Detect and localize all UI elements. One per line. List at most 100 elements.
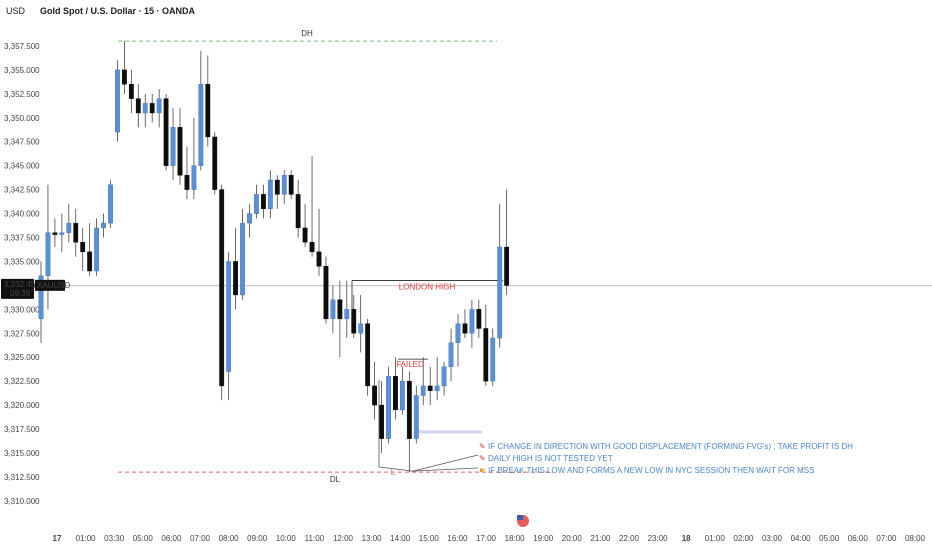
annotation-layer [378,380,479,472]
candle-body [400,380,405,411]
y-tick-label: 3,330.000 [4,305,40,314]
candle-body [170,127,176,166]
candle-body [135,98,141,114]
current-price-tag: 3,332.450 09:39 [1,278,40,299]
candle-body [302,227,308,243]
candle-body [254,194,259,214]
x-tick-label: 11:00 [305,534,325,543]
x-tick-label: 13:00 [362,534,383,543]
y-tick-label: 3,357.500 [4,42,40,51]
candle-body [233,261,238,296]
candle-body [73,222,79,243]
x-tick-label: 16:00 [447,534,468,543]
y-tick-label: 3,317.500 [4,425,40,434]
candle-body [184,175,190,190]
candle-body [52,232,58,235]
candle-body [177,127,183,176]
candle-body [455,323,461,344]
candle-body [267,179,273,209]
x-tick-label: 19:00 [533,534,554,543]
candle-body [156,98,162,114]
x-tick-label: 12:00 [333,534,354,543]
candle-body [386,376,391,439]
candle-body [198,84,204,166]
y-tick-label: 3,310.000 [4,497,40,506]
candle-body [497,246,503,339]
low-marker-label: L [391,468,396,477]
x-tick-label: 17:00 [476,534,497,543]
candle-body [448,342,454,367]
candle-body [462,323,468,334]
candle-body [128,84,134,99]
candle-body [288,175,294,195]
hand-pointing-icon: ☛ [479,466,486,475]
candle-body [163,98,169,166]
note-2-text: DAILY HIGH IS NOT TESTED YET [488,454,613,463]
symbol-tag-text: XAUUSD [37,281,71,290]
price-tag-countdown: 09:39 [10,289,31,298]
y-tick-label: 3,347.500 [4,138,40,147]
note-3: ☛ IF BREAK THIS LOW AND FORMS A NEW LOW … [479,466,814,475]
candle-body [379,404,384,439]
candle-body [149,103,155,114]
x-tick-label: 02:00 [733,534,754,543]
candle-body [406,380,412,439]
x-tick-label: 20:00 [562,534,583,543]
candle-body [247,213,252,224]
x-tick-label: 05:00 [133,534,154,543]
time-axis[interactable]: 17 01:00 03:30 05:00 06:00 07:00 08:00 09:00 10:… [53,534,926,543]
candle-body [191,165,197,190]
candle-body [490,337,496,382]
candle-body [212,136,218,190]
london-high-label: LONDON HIGH [399,283,456,292]
candle-body [108,184,113,224]
candle-body [504,246,510,286]
price-tag-price: 3,332.450 [4,280,40,289]
candle-body [101,222,106,229]
candle-body [219,189,225,387]
candle-body [413,395,419,439]
fvg-zone [416,430,482,434]
candle-body [59,232,65,235]
us-flag-icon[interactable] [517,515,529,527]
chart-title: Gold Spot / U.S. Dollar · 15 · OANDA [40,6,196,16]
candle-body [358,323,364,334]
candle-body [434,385,440,391]
x-tick-label: 07:00 [190,534,211,543]
candle-body [309,242,315,253]
candle-body [38,275,44,320]
y-tick-label: 3,335.000 [4,257,40,266]
x-tick-label: 06:00 [161,534,182,543]
x-tick-label: 23:00 [648,534,669,543]
candle-body [66,222,72,233]
note-2: ✎ DAILY HIGH IS NOT TESTED YET [479,454,613,463]
candle-body [476,309,482,329]
candle-body [483,328,489,382]
candle-body [240,222,245,296]
candle-body [205,84,211,138]
y-tick-label: 3,315.000 [4,449,40,458]
x-tick-label: 08:00 [905,534,926,543]
x-tick-label: 10:00 [276,534,297,543]
y-tick-label: 3,312.500 [4,473,40,482]
failed-label: FAILED [396,360,424,369]
candle-body [393,376,398,411]
x-tick-label: 18:00 [505,534,526,543]
annotation-line-right [412,467,479,472]
x-tick-label: 09:00 [247,534,268,543]
pencil-icon: ✎ [479,454,486,463]
candle-body [330,299,336,320]
x-tick-label: 03:00 [762,534,783,543]
price-axis[interactable]: 3,357.500 3,355.000 3,352.500 3,350.000 3,34… [4,42,40,506]
pencil-icon: ✎ [479,442,486,451]
x-tick-label: 01:00 [705,534,726,543]
candle-body [274,179,280,195]
candle-body [226,261,232,372]
candle-body [323,266,329,320]
flag-canton [517,515,523,520]
candle-body [351,309,357,334]
note-1: ✎ IF CHANGE IN DIRECTION WITH GOOD DISPL… [479,442,853,451]
y-tick-label: 3,340.000 [4,210,40,219]
price-tag-background [1,278,34,299]
